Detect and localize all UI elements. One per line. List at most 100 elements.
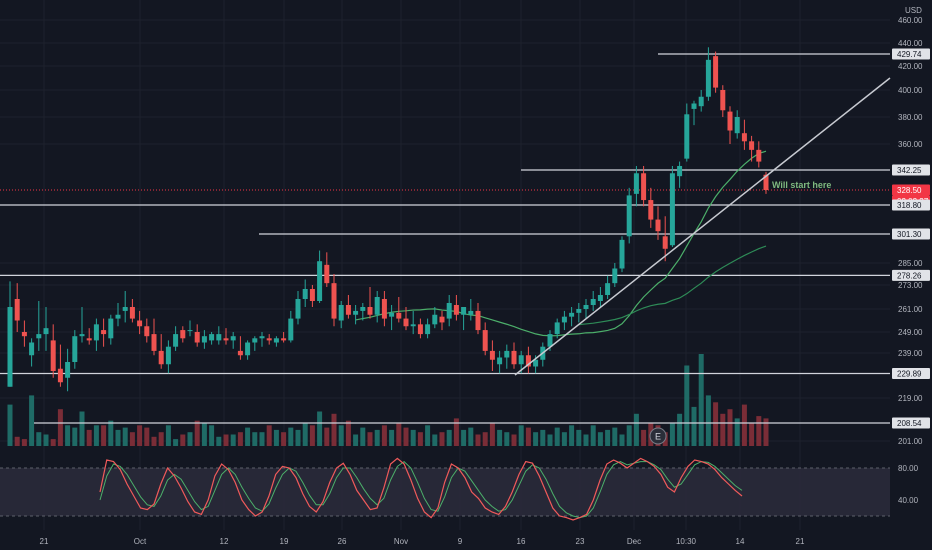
trend-annotation: Will start here [772, 180, 831, 190]
candle-body [14, 299, 20, 321]
candle-body [468, 310, 474, 315]
volume-bar [605, 429, 611, 446]
currency-label: USD [905, 6, 922, 15]
volume-bars [7, 354, 769, 446]
volume-bar [72, 427, 78, 446]
candle-body [331, 283, 337, 319]
volume-bar [223, 434, 229, 446]
oscillator-tick-label: 80.00 [898, 464, 919, 473]
volume-bar [137, 425, 143, 446]
volume-bar [86, 429, 92, 446]
volume-bar [180, 434, 186, 446]
volume-bar [475, 434, 481, 446]
y-tick-label: 360.00 [898, 140, 923, 149]
candle-body [122, 307, 128, 311]
candle-body [691, 103, 697, 109]
candle-body [194, 332, 200, 343]
x-tick-label: 19 [280, 537, 289, 546]
candle-body [115, 314, 121, 319]
volume-bar [705, 395, 711, 446]
x-tick-label: 9 [458, 537, 463, 546]
candle-body [569, 312, 575, 317]
volume-bar [65, 425, 71, 446]
volume-bar [216, 436, 222, 446]
price-label-bg [892, 48, 930, 60]
price-label-bg [892, 199, 930, 211]
candle-body [655, 219, 661, 232]
price-label: 342.25 [897, 166, 922, 175]
volume-bar [309, 425, 315, 446]
candle-body [389, 312, 395, 317]
candle-body [29, 342, 35, 356]
candle-body [677, 165, 683, 177]
volume-bar [417, 432, 423, 446]
candle-body [216, 334, 222, 341]
candle-body [57, 368, 63, 383]
candle-body [641, 173, 647, 201]
volume-bar [720, 413, 726, 446]
volume-bar [425, 425, 431, 446]
x-tick-label: 23 [576, 537, 585, 546]
candle-body [525, 355, 531, 367]
price-label-bg [892, 269, 930, 281]
horizontal-levels[interactable] [0, 53, 890, 424]
volume-bar [101, 425, 107, 446]
volume-bar [367, 432, 373, 446]
volume-bar [561, 432, 567, 446]
candle-body [453, 305, 459, 315]
candle-body [259, 336, 265, 339]
oscillator-band [0, 468, 890, 516]
volume-bar [93, 425, 99, 446]
candle-body [245, 342, 251, 356]
volume-bar [410, 429, 416, 446]
candle-body [43, 328, 49, 335]
candle-body [504, 350, 510, 358]
x-tick-label: Nov [394, 537, 408, 546]
candle-body [626, 195, 632, 237]
y-tick-label: 249.00 [898, 328, 923, 337]
candle-body [108, 318, 114, 339]
candle-body [554, 322, 560, 335]
volume-bar [345, 420, 351, 446]
candle-body [511, 350, 517, 365]
candle-body [79, 334, 85, 337]
candle-body [417, 324, 423, 335]
volume-bar [489, 423, 495, 446]
candle-body [302, 289, 308, 299]
earnings-event[interactable]: E [649, 427, 667, 445]
volume-bar [396, 423, 402, 446]
candle-body [187, 330, 193, 332]
price-axis: USD 460.00 440.00 420.00 400.00 380.00 360.00… [892, 6, 930, 505]
candle-body [425, 324, 431, 335]
volume-bar [432, 434, 438, 446]
candle-body [309, 289, 315, 301]
volume-bar [461, 429, 467, 446]
candle-body [561, 316, 567, 323]
earnings-event-icon[interactable] [649, 427, 667, 445]
x-tick-label: 21 [796, 537, 805, 546]
volume-bar [237, 432, 243, 446]
volume-bar [36, 432, 42, 446]
candle-body [669, 173, 675, 246]
volume-bar [201, 423, 207, 446]
volume-bar [763, 418, 769, 446]
time-axis: 21 Oct 12 19 26 Nov 9 16 23 Dec 10:30 14 21 [40, 537, 805, 546]
candle-body [129, 307, 135, 319]
volume-bar [374, 429, 380, 446]
trend-line[interactable]: Will start here [514, 77, 891, 376]
candle-body [403, 318, 409, 327]
candle-body [324, 264, 330, 284]
candle-body [65, 362, 71, 378]
candles [7, 47, 769, 392]
trend-line-segment[interactable] [514, 77, 891, 376]
volume-bar [554, 427, 560, 446]
volume-bar [158, 432, 164, 446]
volume-bar [446, 429, 452, 446]
volume-bar [331, 413, 337, 446]
candle-body [360, 307, 366, 311]
volume-bar [612, 427, 618, 446]
candle-body [547, 334, 553, 347]
candle-body [381, 299, 387, 319]
volume-bar [547, 434, 553, 446]
